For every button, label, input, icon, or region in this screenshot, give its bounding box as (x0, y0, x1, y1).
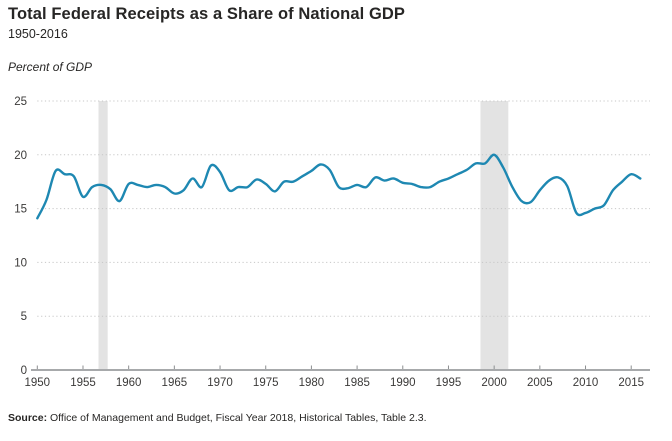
page-subtitle: 1950-2016 (8, 27, 68, 41)
source-label: Source: (8, 412, 48, 424)
x-tick-label: 1995 (436, 377, 462, 389)
surplus-band (480, 101, 509, 370)
surplus-band (98, 101, 108, 370)
x-tick-label: 1975 (253, 377, 279, 389)
x-tick-label: 2005 (527, 377, 553, 389)
page-title: Total Federal Receipts as a Share of Nat… (8, 5, 406, 23)
x-tick-label: 2015 (618, 377, 644, 389)
x-tick-label: 1980 (299, 377, 325, 389)
y-tick-label: 15 (14, 204, 27, 216)
y-tick-label: 20 (14, 150, 27, 162)
x-tick-label: 1950 (25, 377, 51, 389)
x-tick-label: 2010 (573, 377, 599, 389)
x-tick-label: 1970 (207, 377, 233, 389)
y-tick-label: 10 (14, 257, 27, 269)
x-tick-label: 1985 (344, 377, 370, 389)
y-axis-unit-label: Percent of GDP (8, 60, 93, 74)
source-note: Source: Office of Management and Budget,… (8, 412, 427, 424)
x-tick-label: 1990 (390, 377, 416, 389)
x-tick-label: 1965 (162, 377, 188, 389)
x-tick-label: 1960 (116, 377, 142, 389)
data-line (36, 153, 642, 220)
x-tick-label: 2000 (481, 377, 507, 389)
source-text: Office of Management and Budget, Fiscal … (47, 412, 427, 424)
y-tick-label: 5 (21, 311, 27, 323)
y-tick-label: 0 (21, 365, 27, 377)
y-tick-label: 25 (14, 96, 27, 108)
x-tick-label: 1955 (70, 377, 96, 389)
